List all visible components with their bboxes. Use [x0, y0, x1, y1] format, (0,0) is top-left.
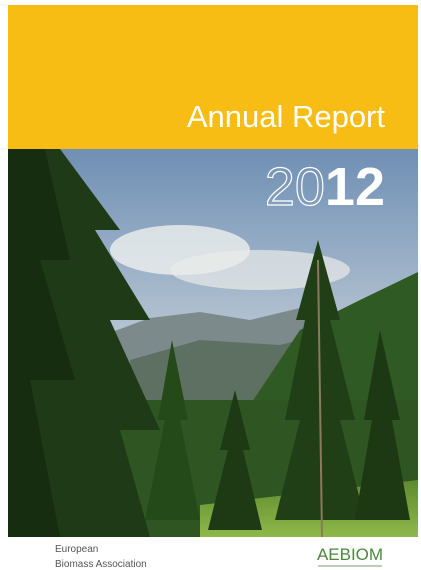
year-outlined: 20 — [265, 157, 325, 217]
cover: Annual Report 2012 European Biomass Asso… — [0, 0, 421, 570]
year-bold: 12 — [325, 157, 385, 217]
logo: AEBIOM — [317, 545, 383, 564]
org-line2: Biomass Association — [55, 559, 147, 570]
year: 2012 — [265, 157, 385, 217]
org-line1: European — [55, 544, 98, 555]
title: Annual Report — [187, 99, 386, 134]
page: Annual Report 2012 European Biomass Asso… — [0, 0, 421, 570]
